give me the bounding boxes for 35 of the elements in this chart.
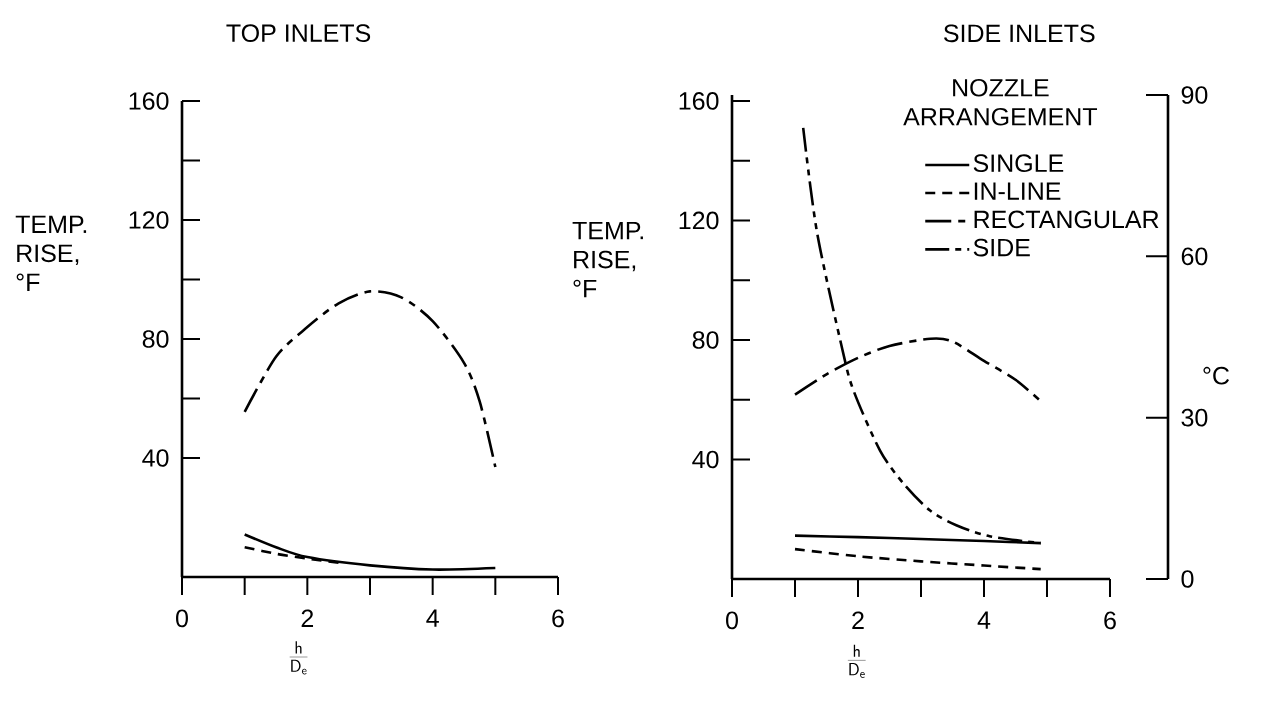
y-tick-label: 160 [679,92,719,110]
y2-tick-label: 60 [1181,247,1208,266]
y-tick-label: 120 [679,211,719,230]
legend-label: SINGLE [973,154,1064,173]
y2-tick-label: 0 [1181,570,1194,588]
x-tick-label: 0 [176,609,188,628]
x-tick-label: 6 [552,609,564,628]
y-tick-label: 40 [142,449,169,467]
y-tick-label: 80 [692,331,719,349]
legend-title: NOZZLE ARRANGEMENT [903,78,1098,126]
x-axis-title: $\frac{\mathsf{h}}{\mathsf{D}_{\mathsf{e}}}$ [847,644,866,678]
y-axis-title: TEMP. RISE, °F [572,221,643,298]
y-tick-label: 120 [129,211,169,229]
chart-title: TOP INLETS [226,24,371,42]
y2-axis-title: °C [1203,366,1230,385]
y2-tick-label: 90 [1181,86,1208,104]
legend-label: RECTANGULAR [974,210,1159,229]
line-series [243,289,497,469]
x-tick-label: 6 [1104,611,1116,630]
legend-label: SIDE [973,238,1030,257]
y-tick-label: 40 [692,450,719,469]
x-tick-label: 4 [977,611,991,629]
line-series [243,533,497,571]
x-tick-label: 4 [426,609,439,627]
chart-title: SIDE INLETS [943,24,1095,43]
y-tick-label: 80 [142,330,169,348]
x-tick-label: 2 [852,611,864,629]
line-series [793,547,1042,571]
x-tick-label: 0 [726,611,738,630]
y2-tick-label: 30 [1181,408,1208,427]
y-axis-title: TEMP. RISE, °F [15,215,87,291]
x-axis-title: $\frac{\mathsf{h}}{\mathsf{D}_{\mathsf{e}}}$ [289,641,308,675]
legend-label: IN-LINE [974,182,1061,200]
y-tick-label: 160 [129,92,169,110]
x-tick-label: 2 [301,609,314,627]
